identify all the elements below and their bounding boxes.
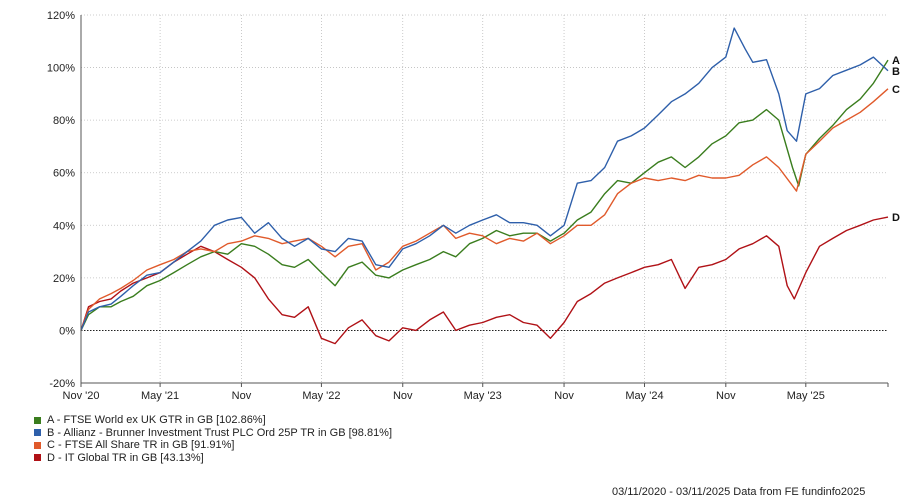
legend-item-c: C - FTSE All Share TR in GB [91.91%] xyxy=(34,439,392,452)
gridlines xyxy=(81,14,888,384)
x-tick-label: May '25 xyxy=(787,390,825,402)
y-tick-label: 100% xyxy=(47,63,75,75)
x-tick-label: Nov xyxy=(554,390,574,402)
end-label-c: C xyxy=(892,84,900,96)
y-tick-label: 80% xyxy=(53,115,75,127)
source-note: 03/11/2020 - 03/11/2025 Data from FE fun… xyxy=(612,486,866,498)
y-tick-label: 60% xyxy=(53,168,75,180)
y-tick-label: 40% xyxy=(53,220,75,232)
x-tick-labels: Nov '20 May '21 Nov May '22 Nov May '23 Nov May… xyxy=(63,390,825,402)
y-tick-label: 20% xyxy=(53,273,75,285)
legend-swatch-c xyxy=(34,441,41,449)
series-end-labels: ABC D xyxy=(892,55,900,224)
legend-swatch-d xyxy=(34,454,41,462)
y-tick-labels: -20% 0% 20% 40% 60% 80% 100% 120% xyxy=(47,10,75,390)
axes xyxy=(80,15,889,387)
x-tick-label: Nov xyxy=(232,390,252,402)
x-tick-label: May '24 xyxy=(625,390,663,402)
y-tick-label: -20% xyxy=(49,378,75,390)
x-tick-label: May '21 xyxy=(141,390,179,402)
x-tick-label: May '23 xyxy=(464,390,502,402)
series-line-c xyxy=(80,88,889,331)
series-lines xyxy=(80,27,889,345)
y-tick-label: 0% xyxy=(59,325,75,337)
x-tick-label: Nov xyxy=(716,390,736,402)
legend-item-d: D - IT Global TR in GB [43.13%] xyxy=(34,452,392,465)
series-line-d xyxy=(80,216,889,345)
end-label-a: A xyxy=(892,55,900,67)
legend: A - FTSE World ex UK GTR in GB [102.86%]… xyxy=(34,414,392,464)
legend-item-b: B - Allianz - Brunner Investment Trust P… xyxy=(34,427,392,440)
series-line-b xyxy=(80,27,889,331)
end-label-b: B xyxy=(892,66,900,78)
legend-label-b: B - Allianz - Brunner Investment Trust P… xyxy=(47,426,393,439)
legend-swatch-b xyxy=(34,429,41,437)
legend-label-c: C - FTSE All Share TR in GB [91.91%] xyxy=(47,439,235,451)
legend-label-a: A - FTSE World ex UK GTR in GB [102.86%] xyxy=(47,414,266,426)
legend-item-a: A - FTSE World ex UK GTR in GB [102.86%] xyxy=(34,414,392,427)
x-tick-label: Nov '20 xyxy=(63,390,100,402)
end-label-d: D xyxy=(892,212,900,224)
x-tick-label: Nov xyxy=(393,390,413,402)
y-tick-label: 120% xyxy=(47,10,75,22)
legend-label-d: D - IT Global TR in GB [43.13%] xyxy=(47,451,204,464)
series-line-a xyxy=(80,59,889,331)
x-tick-label: May '22 xyxy=(302,390,340,402)
legend-swatch-a xyxy=(34,416,41,424)
